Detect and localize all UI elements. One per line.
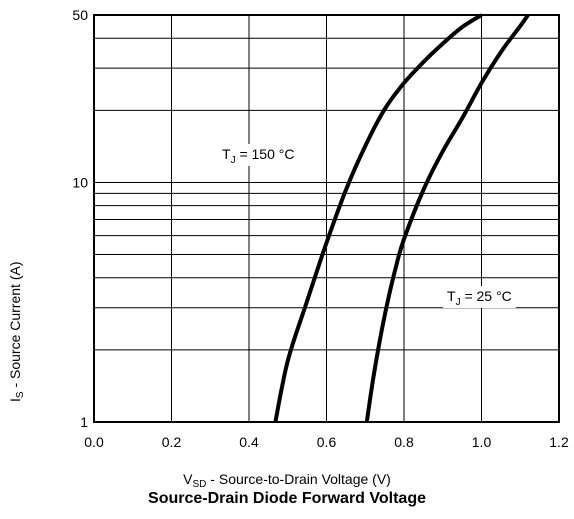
series-line-0: [273, 13, 483, 423]
curves: [273, 13, 530, 423]
y-axis-label: IS - Source Current (A): [7, 262, 26, 403]
y-tick-label: 50: [72, 7, 88, 23]
chart-title: Source-Drain Diode Forward Voltage: [148, 490, 426, 507]
x-axis-label-main: V: [183, 471, 193, 487]
curve-label-background: [443, 286, 516, 308]
grid: [93, 14, 560, 423]
curve-label-main: T: [222, 146, 231, 162]
x-tick-label: 0.8: [394, 434, 414, 450]
tick-labels: 0.0 0.2 0.4 0.6 0.8 1.0 1.2 1 10 50: [72, 7, 569, 450]
curve-label-0: TJ = 150 °C: [222, 146, 294, 166]
x-axis-label-sub: SD: [192, 479, 207, 490]
curve-label-rest: = 25 °C: [461, 288, 512, 304]
plot-frame: [93, 14, 560, 423]
curve-label-background: [218, 144, 299, 166]
x-axis-label: VSD - Source-to-Drain Voltage (V): [0, 471, 574, 490]
x-tick-label: 0.2: [162, 434, 182, 450]
y-tick-label: 10: [72, 174, 88, 190]
curve-label-1: TJ = 25 °C: [447, 288, 512, 308]
y-axis-label-rest: - Source Current (A): [7, 261, 23, 392]
y-tick-label: 1: [80, 414, 88, 430]
x-tick-label: 1.0: [472, 434, 492, 450]
y-axis-label-main: I: [7, 398, 23, 402]
x-tick-label: 0.4: [239, 434, 259, 450]
curve-label-sub: J: [456, 297, 461, 308]
series-line-1: [364, 13, 530, 423]
x-tick-label: 1.2: [549, 434, 569, 450]
x-tick-label: 0.6: [317, 434, 337, 450]
curve-labels: TJ = 150 °CTJ = 25 °C: [218, 144, 516, 308]
curve-label-sub: J: [231, 155, 236, 166]
curve-label-rest: = 150 °C: [236, 146, 295, 162]
curve-label-main: T: [447, 288, 456, 304]
x-tick-label: 0.0: [84, 434, 104, 450]
x-axis-label-rest: - Source-to-Drain Voltage (V): [206, 471, 391, 487]
y-axis-label-sub: S: [15, 391, 26, 399]
